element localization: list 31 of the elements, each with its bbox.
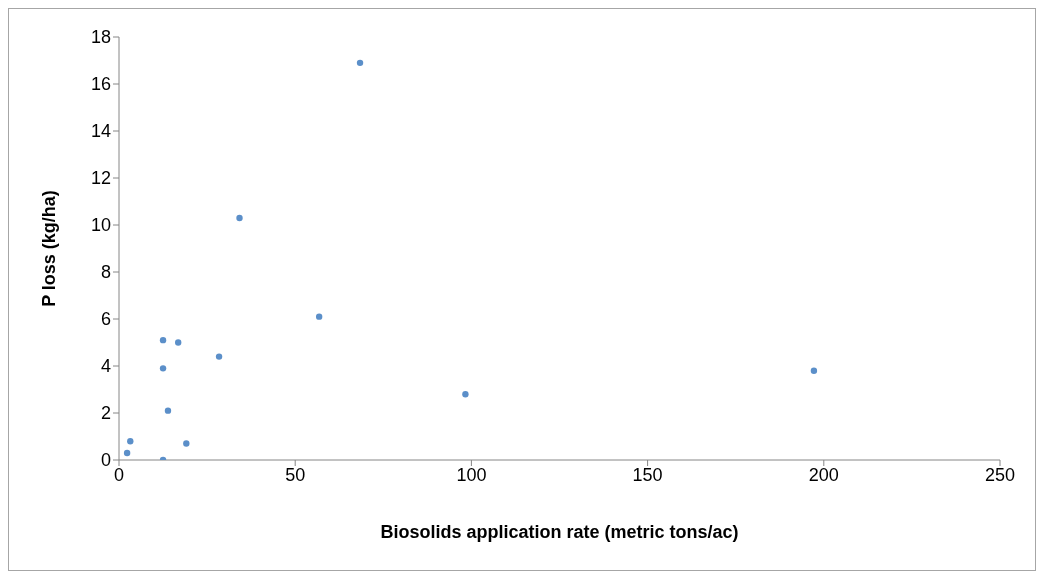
point: [236, 214, 243, 222]
point: [127, 438, 134, 445]
x-tick-label: 50: [285, 464, 306, 485]
y-tick-label: 6: [100, 309, 111, 330]
point: [215, 353, 223, 360]
x-tick-label: 150: [632, 464, 663, 485]
point: [175, 339, 182, 346]
x-tick-label: 100: [456, 464, 487, 485]
y-tick-label: 10: [90, 215, 111, 236]
point: [159, 365, 167, 372]
y-tick-label: 2: [100, 403, 111, 424]
y-tick-label: 8: [100, 262, 111, 283]
point: [810, 367, 818, 374]
point: [183, 440, 190, 447]
x-tick-label: 0: [113, 464, 125, 485]
y-tick-label: 4: [100, 356, 111, 377]
x-tick-label: 200: [808, 464, 839, 485]
y-tick-label: 0: [100, 450, 111, 471]
point: [315, 313, 323, 320]
point: [159, 336, 167, 344]
y-tick-label: 16: [90, 74, 111, 95]
x-axis-title: Biosolids application rate (metric tons/ac): [380, 522, 739, 542]
point: [356, 59, 364, 67]
point: [164, 407, 172, 414]
point: [123, 449, 131, 457]
y-tick-label: 12: [90, 168, 111, 189]
y-tick-label: 14: [90, 121, 111, 142]
y-tick-label: 18: [90, 27, 111, 48]
point: [462, 391, 469, 398]
x-tick-label: 250: [984, 464, 1016, 485]
y-axis-title: P loss (kg/ha): [39, 190, 60, 307]
